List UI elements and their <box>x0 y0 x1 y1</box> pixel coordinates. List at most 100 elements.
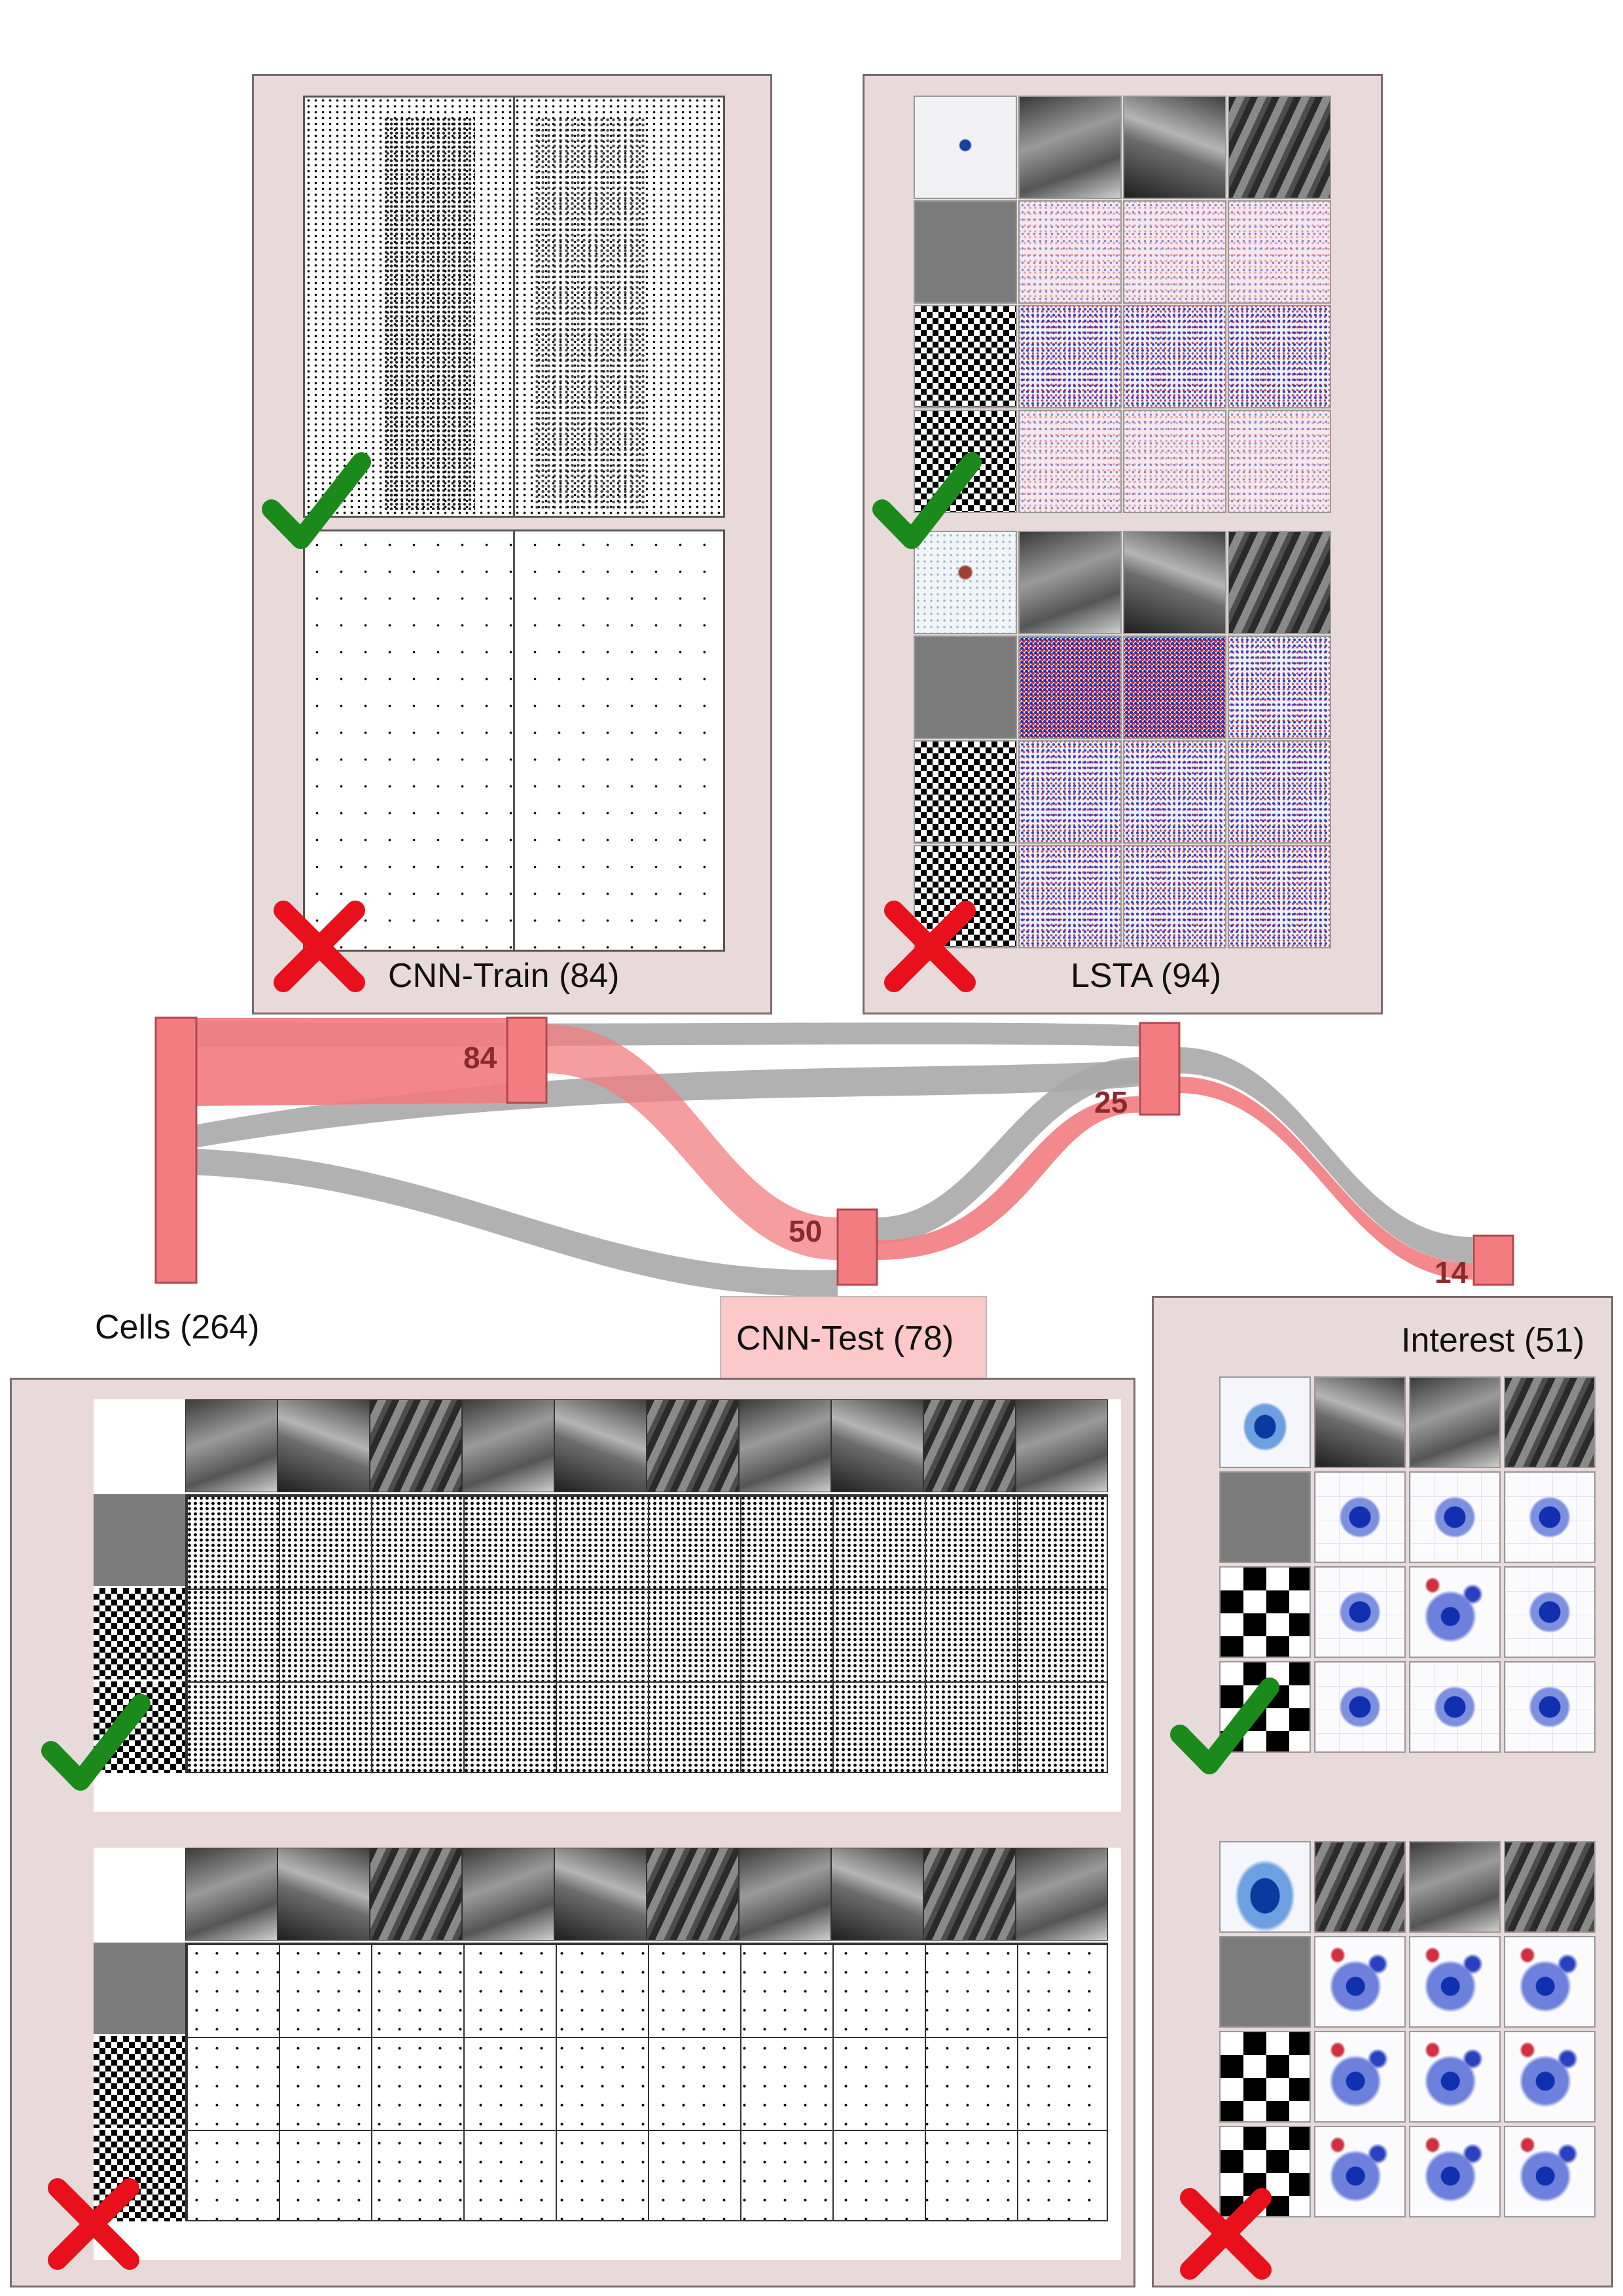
cnn-train-panel: CNN-Train (84) <box>252 74 772 1014</box>
cnn-train-label: CNN-Train (84) <box>388 957 620 995</box>
lsta-map <box>1314 2126 1406 2217</box>
stimulus-image <box>462 1399 554 1492</box>
node-value-cnn-test: 50 <box>789 1214 822 1248</box>
lsta-map <box>1409 1471 1501 1563</box>
stimulus-image <box>370 1399 462 1492</box>
rf-thumbnail <box>914 96 1017 199</box>
raster-plot-accepted <box>303 96 725 518</box>
flow-cnntest-to-lsta-red <box>877 1096 1139 1260</box>
flow-lsta-to-interest-red <box>1178 1077 1472 1280</box>
lsta-map <box>1228 845 1331 948</box>
node-cnn-test <box>836 1208 878 1286</box>
interest-label: Interest (51) <box>1401 1321 1585 1359</box>
checkerboard-stimulus <box>1219 2031 1311 2123</box>
stimulus-image <box>554 1399 647 1492</box>
rf-thumbnail <box>1219 1841 1311 1933</box>
cnn-test-tab <box>720 1296 987 1380</box>
checkerboard-stimulus <box>1219 1661 1311 1753</box>
lsta-grid-rejected <box>914 531 1336 950</box>
stimulus-image <box>1228 96 1331 199</box>
stimulus-row <box>185 1399 1108 1492</box>
stimulus-image <box>462 1848 554 1941</box>
interest-grid-rejected <box>1219 1841 1599 2217</box>
stimulus-image <box>923 1399 1016 1492</box>
cnn-test-grid-rejected <box>94 1848 1121 2260</box>
stimulus-image <box>923 1848 1016 1941</box>
lsta-map <box>1018 410 1122 513</box>
stimulus-image <box>1409 1376 1501 1468</box>
node-interest <box>1472 1234 1514 1286</box>
cross-icon <box>1180 2188 1272 2280</box>
stimulus-image <box>647 1848 739 1941</box>
check-icon <box>262 452 371 549</box>
raster-band-right <box>534 117 645 510</box>
lsta-map <box>1409 2126 1501 2217</box>
lsta-map <box>1018 200 1122 304</box>
stimulus-image <box>1314 1841 1406 1933</box>
lsta-map <box>1018 740 1122 844</box>
node-value-interest: 14 <box>1435 1255 1469 1289</box>
stimulus-image <box>739 1848 831 1941</box>
lsta-map <box>1123 410 1226 513</box>
lsta-map <box>1409 2031 1501 2123</box>
checkerboard-stimulus <box>1219 1566 1311 1658</box>
lsta-grid-accepted <box>914 96 1336 514</box>
check-icon <box>1170 1677 1279 1774</box>
gray-stimulus <box>914 200 1017 304</box>
stimulus-row <box>185 1848 1108 1941</box>
stimulus-image <box>1228 531 1331 634</box>
lsta-map <box>1314 1936 1406 2028</box>
stimulus-image <box>831 1399 923 1492</box>
checkerboard-stimulus <box>914 740 1017 844</box>
lsta-map <box>1123 845 1226 948</box>
lsta-map <box>1123 740 1226 844</box>
checkerboard-stimulus <box>94 1588 185 1679</box>
stimulus-image <box>1016 1848 1108 1941</box>
stimulus-image <box>185 1399 277 1492</box>
lsta-map <box>1228 200 1331 304</box>
cnn-test-grid-accepted <box>94 1399 1121 1812</box>
raster-matrix <box>185 1494 1108 1773</box>
check-icon <box>41 1694 151 1791</box>
stimulus-image <box>1314 1376 1406 1468</box>
lsta-map <box>1018 845 1122 948</box>
flow-cells-to-cnntrain-red <box>190 1018 507 1106</box>
gray-stimulus <box>94 1494 185 1586</box>
lsta-map <box>1018 636 1122 739</box>
stimulus-image <box>831 1848 923 1941</box>
flow-diagram: 84 25 50 14 <box>154 1016 1514 1297</box>
stimulus-image <box>647 1399 739 1492</box>
node-cells <box>154 1016 198 1284</box>
interest-panel: Interest (51) <box>1152 1296 1613 2287</box>
lsta-map <box>1504 1936 1596 2028</box>
raster-band-left <box>383 117 475 510</box>
checkerboard-stimulus <box>914 845 1017 948</box>
stimulus-image <box>1504 1376 1596 1468</box>
node-value-lsta: 25 <box>1094 1085 1128 1119</box>
flow-cnntrain-to-cnntest-red <box>546 1024 838 1260</box>
cnn-test-label: CNN-Test (78) <box>736 1319 954 1357</box>
lsta-map <box>1409 1661 1501 1753</box>
gray-stimulus <box>914 636 1017 739</box>
gray-stimulus <box>94 1943 185 2034</box>
lsta-map <box>1228 636 1331 739</box>
flow-cnntest-to-lsta-gray <box>877 1057 1139 1244</box>
flow-cells-to-lsta-gray <box>190 1060 1139 1149</box>
lsta-map <box>1314 1471 1406 1563</box>
stimulus-image <box>1504 1841 1596 1933</box>
lsta-map <box>1409 1566 1501 1658</box>
lsta-map <box>1123 636 1226 739</box>
interest-grid-accepted <box>1219 1376 1599 1753</box>
stimulus-image <box>277 1848 370 1941</box>
raster-divider <box>513 531 515 950</box>
lsta-map <box>1314 1566 1406 1658</box>
rf-thumbnail <box>914 531 1017 634</box>
lsta-map <box>1314 2031 1406 2123</box>
lsta-map <box>1504 1566 1596 1658</box>
checkerboard-stimulus <box>914 305 1017 408</box>
raster-plot-rejected <box>303 529 725 952</box>
lsta-map <box>1409 1936 1501 2028</box>
cnn-test-panel <box>10 1378 1135 2287</box>
lsta-map <box>1314 1661 1406 1753</box>
lsta-map <box>1228 740 1331 844</box>
